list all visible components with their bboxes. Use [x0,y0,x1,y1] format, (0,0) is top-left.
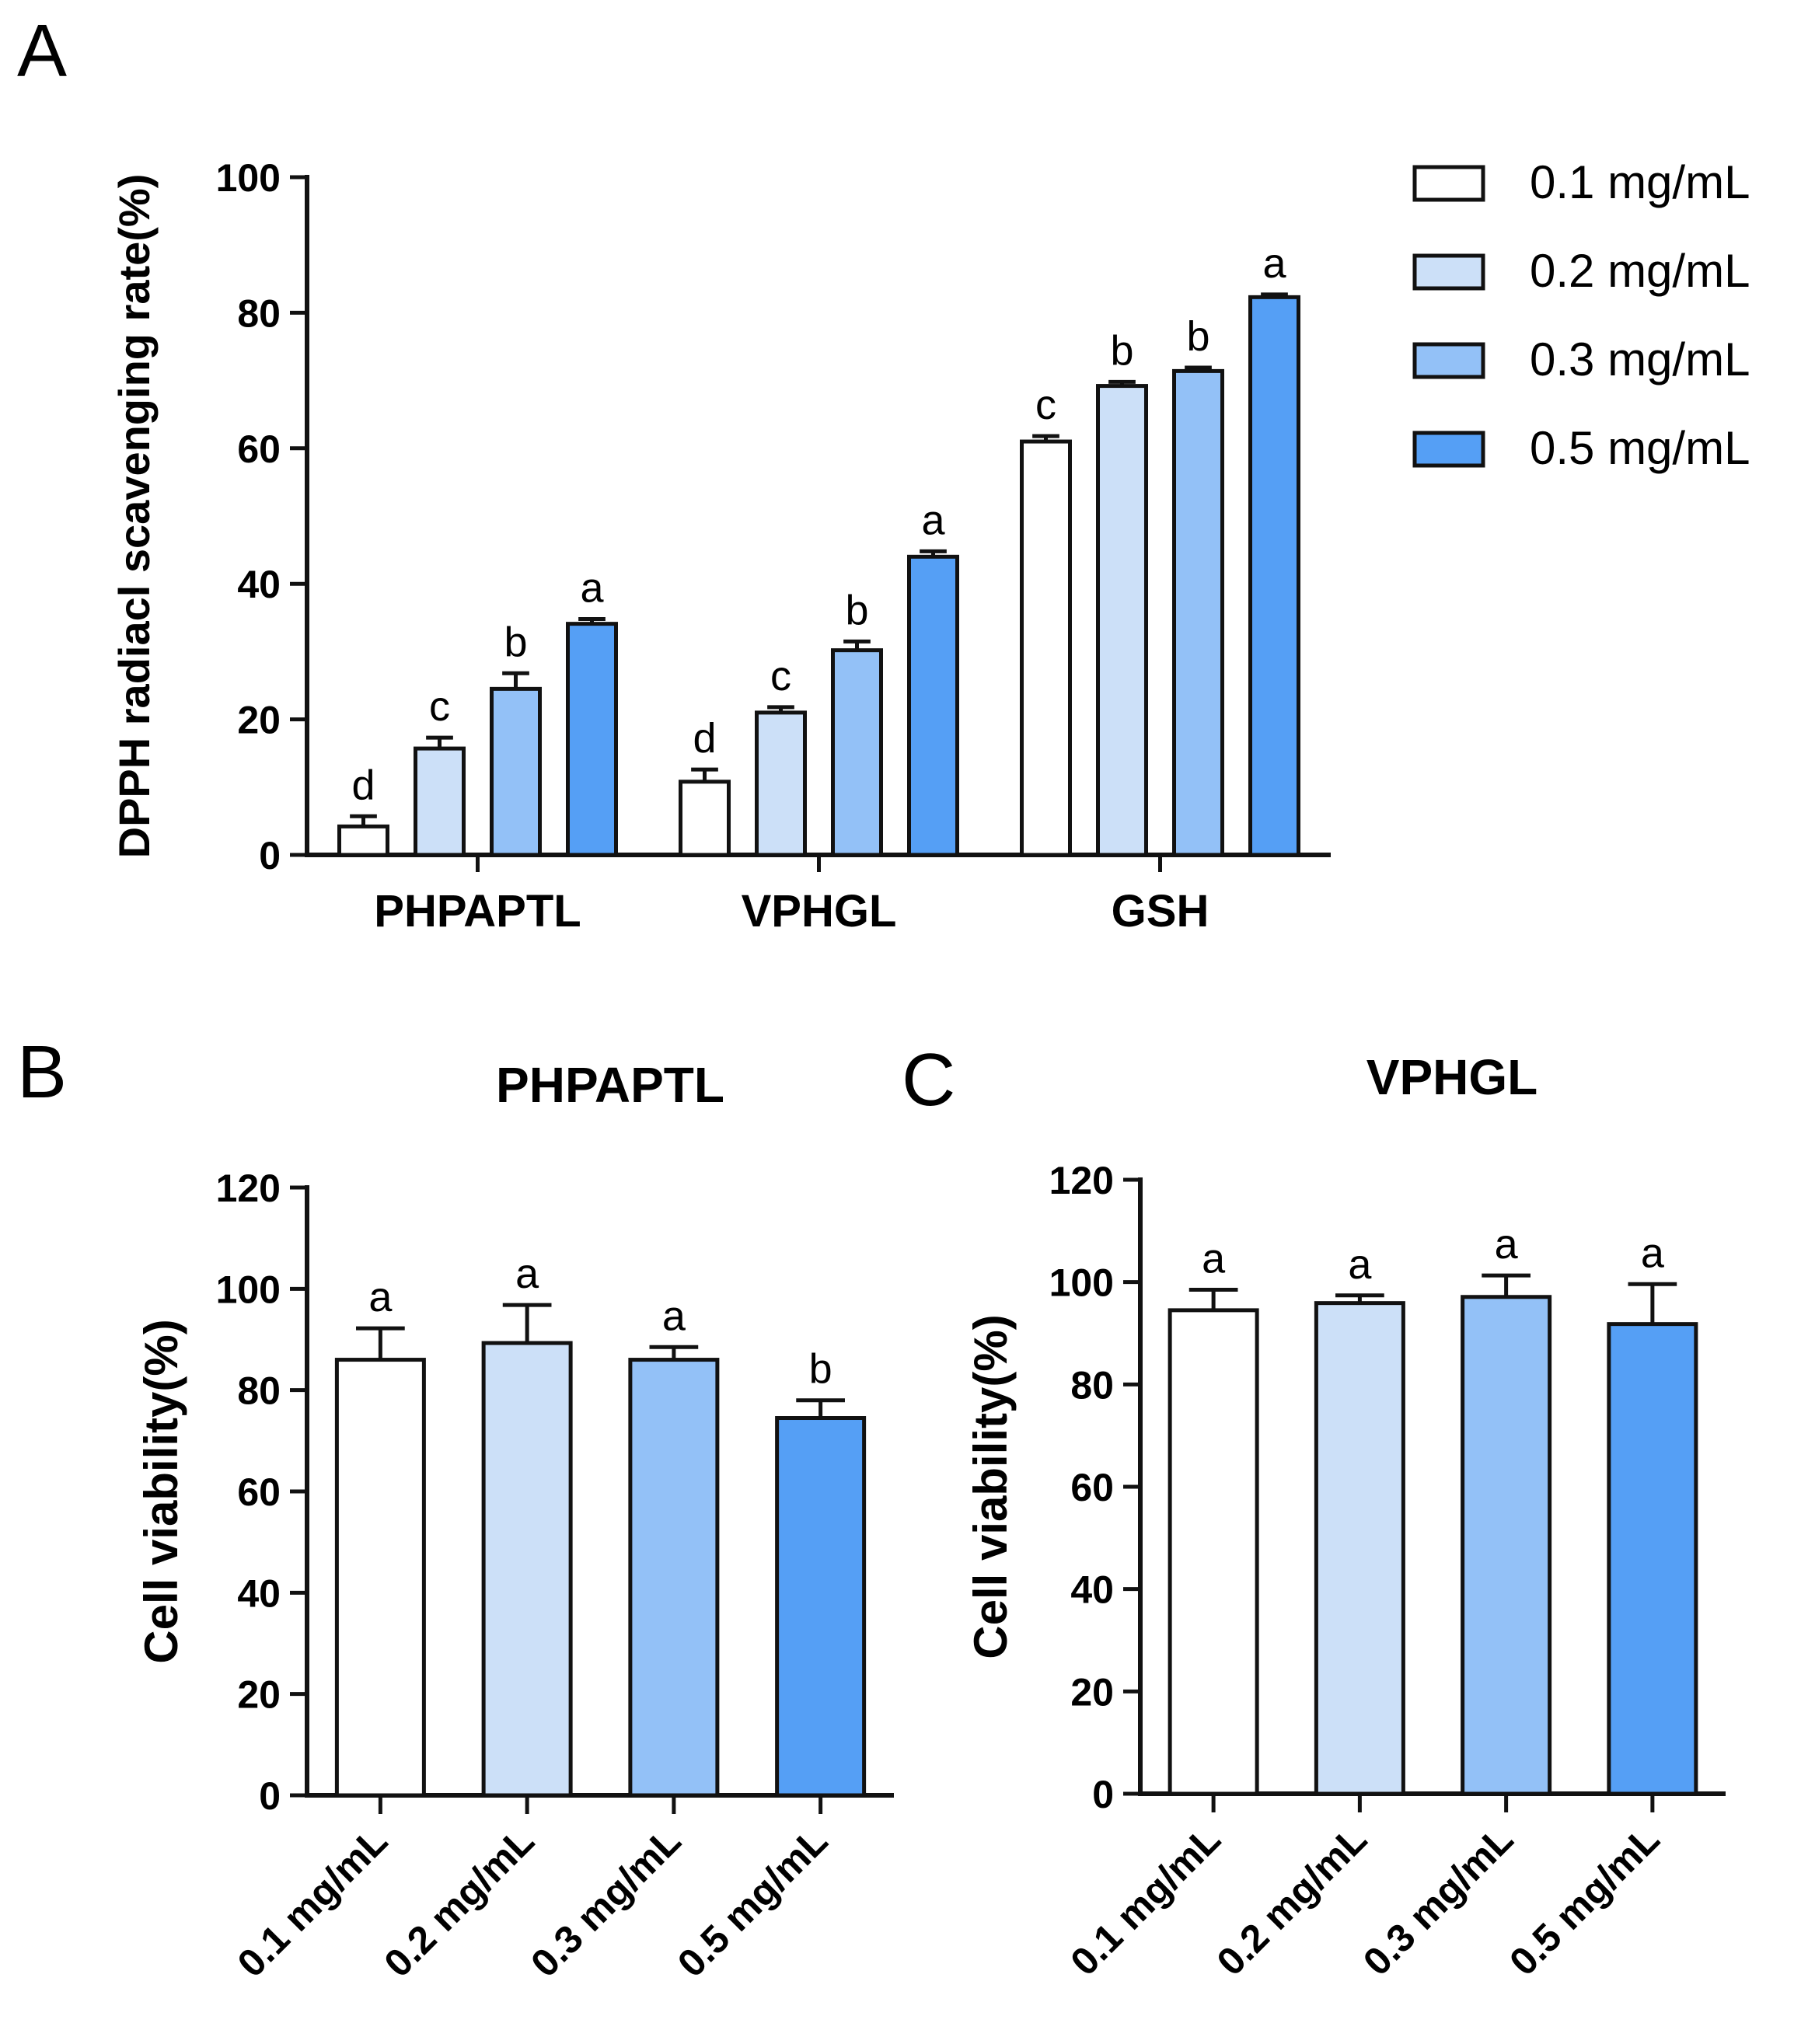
panel-a-y-tick-label: 20 [237,699,281,742]
panel-c-category-label: 0.5 mg/mL [1501,1817,1667,1983]
panel-a-significance-label: b [1186,313,1209,360]
panel-b-category-label: 0.5 mg/mL [669,1819,836,1985]
panel-a-bar [490,686,542,857]
panel-b-y-axis-label: Cell viability(%) [135,1319,187,1663]
panel-c-significance-label: a [1348,1241,1372,1288]
panel-b-y-tick-label: 60 [237,1470,281,1514]
panel-b-significance-label: a [515,1250,539,1297]
panel-c-category-label: 0.3 mg/mL [1355,1817,1521,1983]
panel-a-bar [566,622,618,857]
panel-a-significance-label: c [770,653,791,699]
panel-a-bar [679,780,731,857]
panel-c-title: VPHGL [1366,1049,1537,1105]
panel-a-category-label: PHPAPTL [374,886,581,937]
panel-c-significance-label: a [1202,1236,1226,1282]
panel-b-category-label: 0.1 mg/mL [229,1819,396,1985]
panel-b-significance-label: a [368,1274,393,1320]
legend-label: 0.2 mg/mL [1530,245,1750,297]
panel-a-y-tick-label: 40 [237,563,281,606]
panel-c-significance-label: a [1495,1221,1519,1268]
panel-letter-b: B [17,1031,67,1114]
panel-a-bar [755,710,807,857]
legend-swatch [1412,431,1485,468]
panel-b-category-label: 0.2 mg/mL [375,1819,542,1985]
panel-a-bar [1172,368,1224,857]
panel-a-bar [907,554,959,857]
panel-b-bar [775,1416,867,1798]
legend-swatch [1412,165,1485,202]
panel-a-y-tick-label: 100 [216,156,281,200]
panel-b-title: PHPAPTL [496,1057,724,1113]
panel-c-bar [1314,1301,1405,1796]
panel-letter-a: A [17,9,67,92]
panel-a-significance-label: d [351,762,375,808]
panel-a-y-tick-label: 80 [237,291,281,335]
panel-a-category-label: GSH [1112,886,1209,937]
panel-a-significance-label: a [1262,240,1286,287]
panel-c-bar [1607,1322,1698,1796]
panel-b-bar [481,1341,573,1798]
panel-b-significance-label: a [662,1292,686,1339]
panel-letter-c: C [902,1038,955,1121]
panel-c-y-axis-label: Cell viability(%) [965,1314,1017,1659]
legend-swatch [1412,253,1485,291]
panel-c-category-label: 0.1 mg/mL [1062,1817,1228,1983]
panel-a-category-label: VPHGL [742,886,897,937]
panel-a-bar [1248,295,1300,857]
legend-swatch [1412,342,1485,379]
panel-b-y-tick-label: 100 [216,1268,281,1311]
panel-a-bar [831,648,883,857]
panel-b-y-tick-label: 0 [259,1774,281,1818]
panel-a-significance-label: d [693,715,716,762]
panel-a-significance-label: b [1110,327,1133,374]
panel-a-y-tick-label: 0 [259,834,281,877]
panel-c-y-tick-label: 40 [1070,1568,1114,1612]
panel-c-chart: VPHGL 0 20 40 60 80 100 120 a 0.1 mg/mL a 0.2 mg/mL… [965,1049,1726,1984]
panel-b-y-tick-label: 120 [216,1167,281,1210]
panel-a-chart: 0 20 40 60 80 100 PHPAPTL d c b a VPHGL d c b a GSH c b b a D… [110,156,1750,937]
panel-c-y-tick-label: 20 [1070,1670,1114,1714]
panel-c-significance-label: a [1641,1230,1665,1276]
panel-c-y-tick-label: 0 [1092,1773,1114,1816]
panel-c-bar [1461,1295,1552,1796]
panel-b-bar [334,1358,426,1798]
legend-label: 0.5 mg/mL [1530,422,1750,474]
panel-a-bar [1020,439,1072,857]
panel-c-y-tick-label: 120 [1049,1159,1114,1202]
panel-a-bar [337,824,389,857]
panel-a-significance-label: a [921,497,945,543]
legend-label: 0.1 mg/mL [1530,156,1750,208]
panel-a-bar [414,746,466,857]
panel-a-significance-label: c [1035,382,1056,428]
panel-c-y-tick-label: 80 [1070,1363,1114,1407]
panel-a-significance-label: a [580,565,604,612]
panel-a-significance-label: b [845,587,868,633]
panel-c-y-tick-label: 60 [1070,1466,1114,1509]
panel-b-y-tick-label: 80 [237,1369,281,1413]
panel-a-significance-label: c [429,683,450,730]
panel-a-bar [1096,384,1148,857]
panel-c-y-tick-label: 100 [1049,1261,1114,1305]
panel-b-category-label: 0.3 mg/mL [522,1819,689,1985]
panel-b-y-tick-label: 40 [237,1571,281,1615]
panel-b-y-tick-label: 20 [237,1673,281,1717]
panel-a-significance-label: b [504,619,527,665]
legend-label: 0.3 mg/mL [1530,333,1750,385]
panel-a-y-tick-label: 60 [237,427,281,471]
panel-c-bar [1168,1308,1259,1796]
panel-a-y-axis-label: DPPH radiacl scavenging rate(%) [110,174,159,859]
panel-c-category-label: 0.2 mg/mL [1209,1817,1375,1983]
panel-b-bar [628,1358,720,1798]
panel-b-chart: PHPAPTL 0 20 40 60 80 100 120 a 0.1 mg/mL a 0.2 mg/… [135,1057,894,1986]
panel-b-significance-label: b [809,1346,832,1393]
